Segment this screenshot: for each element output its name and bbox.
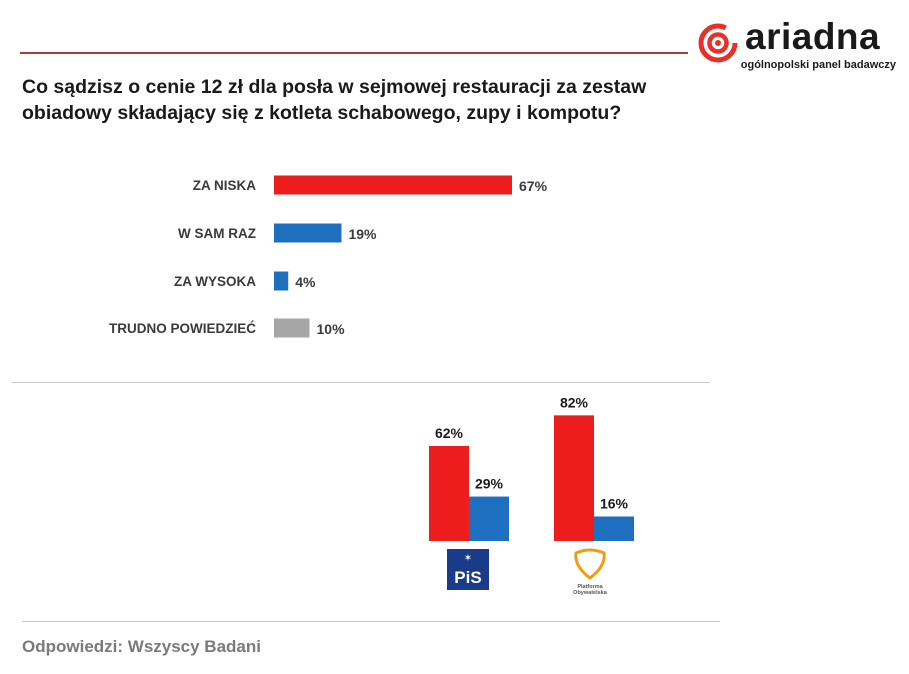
bar [554, 415, 594, 541]
ariadna-spiral-icon [698, 23, 738, 63]
bar [274, 175, 512, 195]
pis-logo-background [447, 549, 489, 590]
value-label: 67% [519, 178, 548, 194]
value-label: 62% [435, 425, 464, 441]
po-logo-text-line1: Platforma [577, 584, 603, 590]
respondents-note: Odpowiedzi: Wszyscy Badani [22, 637, 261, 656]
logo-wordmark: ariadna [745, 16, 881, 57]
pis-logo-star: ✶ [464, 553, 472, 564]
po-logo-mark [574, 548, 606, 580]
bar [469, 496, 509, 541]
category-label: ZA NISKA [193, 178, 256, 193]
value-label: 29% [475, 476, 504, 492]
bar [274, 318, 310, 338]
question-title: Co sądzisz o cenie 12 zł dla posła w sej… [22, 76, 647, 124]
bar [429, 446, 469, 541]
pis-logo-text: PiS [454, 568, 481, 587]
value-label: 19% [348, 226, 377, 242]
value-label: 16% [600, 495, 629, 511]
category-label: ZA WYSOKA [174, 274, 256, 289]
category-label: W SAM RAZ [178, 226, 256, 241]
value-label: 10% [317, 321, 346, 337]
header-rule [20, 52, 688, 54]
bar [594, 516, 634, 541]
category-label: TRUDNO POWIEDZIEĆ [109, 321, 256, 336]
value-label: 82% [560, 394, 589, 410]
bar [274, 271, 289, 291]
section-divider [12, 382, 710, 383]
bar [274, 223, 342, 243]
ariadna-logo: ariadna ogólnopolski panel badawczy [695, 16, 900, 76]
logo-tagline: ogólnopolski panel badawczy [740, 59, 896, 71]
value-label: 4% [295, 274, 316, 290]
po-logo-text-line2: Obywatelska [573, 590, 608, 596]
footer-divider [22, 621, 720, 622]
